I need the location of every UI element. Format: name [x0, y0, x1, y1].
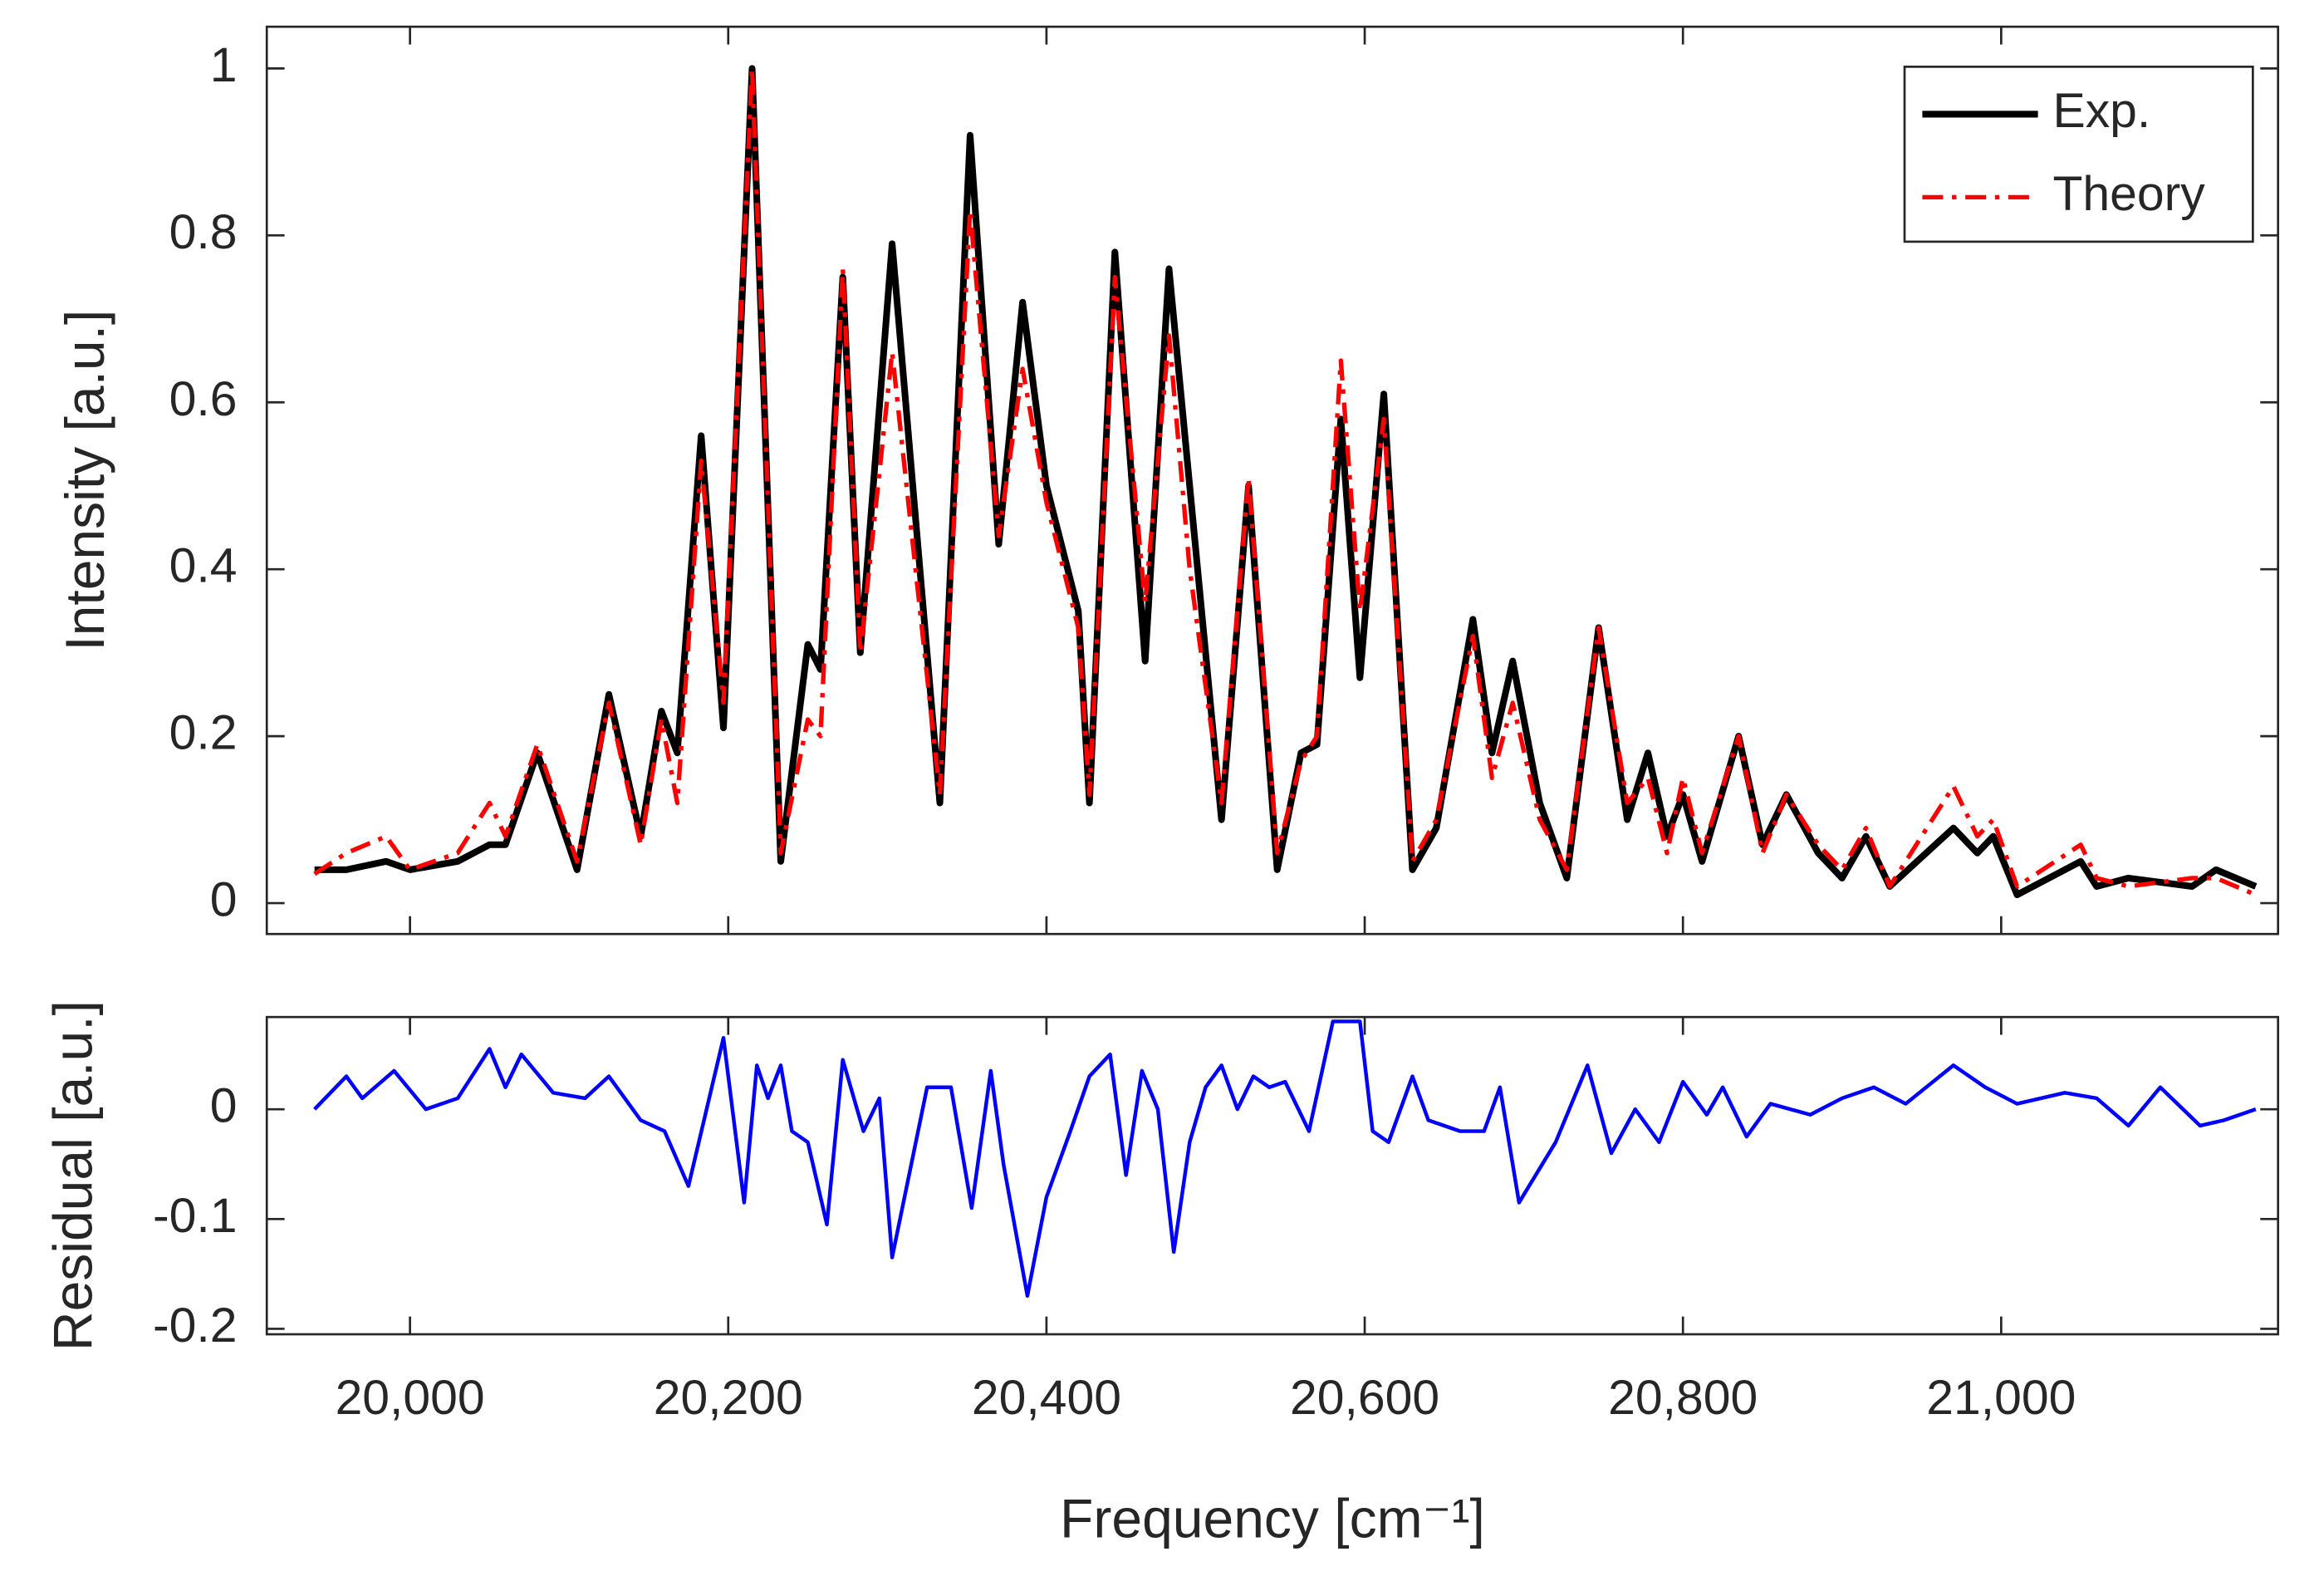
x-tick-label: 20,400	[972, 1371, 1121, 1425]
y-tick-label: 0.6	[169, 372, 238, 426]
x-tick-label: 20,200	[654, 1371, 803, 1425]
legend-label: Exp.	[2052, 84, 2150, 138]
data-line	[313, 1019, 2257, 1299]
y-tick-label: 0	[210, 873, 238, 927]
axes-box	[265, 25, 2280, 935]
x-tick-label: 20,000	[336, 1371, 485, 1425]
y-tick-label: 0.4	[169, 539, 238, 593]
x-axis-label: Frequency [cm⁻¹]	[1060, 1488, 1485, 1549]
y-tick-label: 0.2	[169, 706, 238, 760]
axes-box	[265, 1015, 2280, 1336]
x-tick-label: 21,000	[1926, 1371, 2076, 1425]
y-axis-label: Residual [a.u.]	[42, 1000, 104, 1351]
legend-box	[1903, 65, 2254, 243]
data-line	[313, 66, 2257, 897]
x-tick-label: 20,600	[1290, 1371, 1439, 1425]
y-tick-label: 0.8	[169, 205, 238, 259]
y-tick-label: -0.1	[153, 1189, 237, 1243]
y-tick-label: 1	[210, 38, 238, 92]
y-tick-label: 0	[210, 1079, 238, 1133]
data-line	[314, 65, 2258, 899]
y-axis-label: Intensity [a.u.]	[54, 310, 115, 651]
legend: Exp. Theory	[1903, 65, 2254, 243]
y-tick-label: -0.2	[153, 1299, 237, 1353]
plot-area	[267, 1017, 2278, 1335]
legend-label: Theory	[2052, 167, 2205, 221]
x-tick-label: 20,800	[1608, 1371, 1758, 1425]
